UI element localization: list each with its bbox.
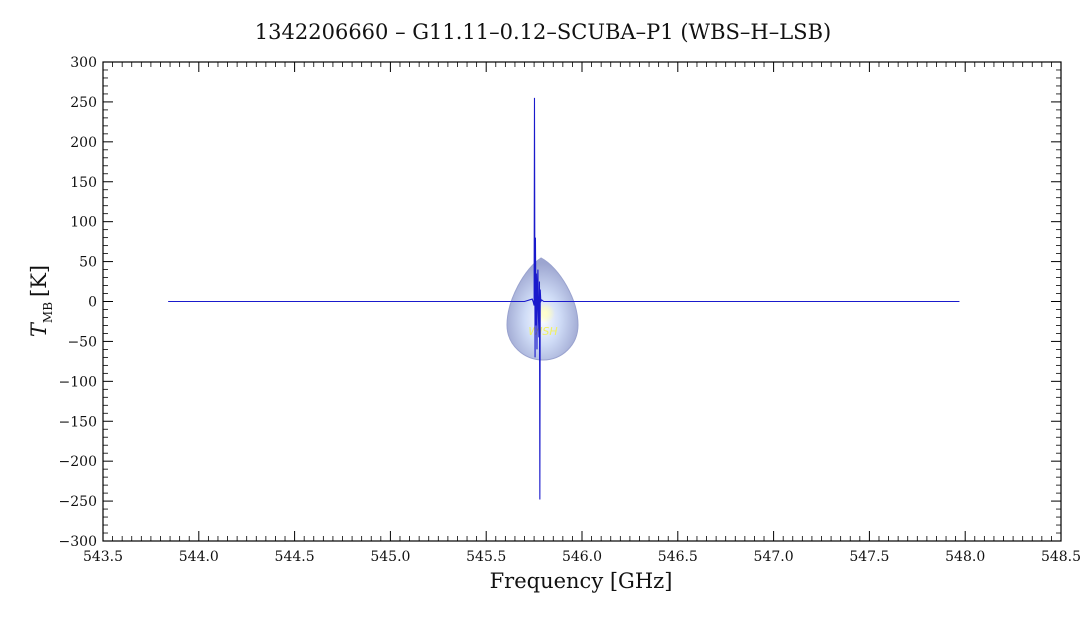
y-tick-label: −250 [59, 494, 97, 510]
x-tick-label: 548.0 [945, 549, 985, 565]
x-tick-label: 546.0 [562, 549, 602, 565]
x-tick-label: 544.0 [179, 549, 219, 565]
y-tick-label: −50 [67, 334, 97, 350]
y-tick-label: 50 [79, 255, 97, 271]
y-axis-label-sub: MB [41, 302, 55, 323]
x-axis-label: Frequency [GHz] [490, 569, 673, 593]
series-layer [168, 97, 960, 500]
x-tick-label: 547.5 [849, 549, 889, 565]
x-tick-label: 545.0 [370, 549, 410, 565]
chart-title: 1342206660 – G11.11–0.12–SCUBA–P1 (WBS–H… [255, 20, 831, 44]
y-tick-label: 100 [70, 215, 97, 231]
y-tick-label: −100 [59, 374, 97, 390]
y-tick-label: −150 [59, 414, 97, 430]
y-tick-label: −200 [59, 454, 97, 470]
y-tick-label: 300 [70, 55, 97, 71]
x-tick-label: 546.5 [658, 549, 698, 565]
x-tick-label: 544.5 [275, 549, 315, 565]
watermark-logo: WISH [506, 257, 579, 361]
x-axis-ticks: 543.5 544.0 544.5 545.0 545.5 546.0 546.5 547.0… [83, 62, 1081, 565]
y-axis-label-main: T [27, 321, 51, 337]
y-axis-ticks: 300 250 200 150 100 50 0 −50 −100 −150 −200 −250 −30… [59, 55, 1061, 550]
spectrum-line [168, 97, 960, 500]
x-tick-label: 545.5 [466, 549, 506, 565]
watermark-text: WISH [528, 325, 557, 338]
x-tick-label: 543.5 [83, 549, 123, 565]
y-tick-label: 250 [70, 95, 97, 111]
x-tick-label: 548.5 [1041, 549, 1081, 565]
x-tick-label: 547.0 [754, 549, 794, 565]
y-axis-label: TMB [K] [27, 265, 55, 337]
y-tick-label: 0 [88, 295, 97, 311]
y-tick-label: −300 [59, 534, 97, 550]
svg-text:TMB[K]: TMB [K] [27, 265, 55, 337]
y-tick-label: 200 [70, 135, 97, 151]
y-tick-label: 150 [70, 175, 97, 191]
y-axis-label-unit: [K] [27, 265, 51, 297]
